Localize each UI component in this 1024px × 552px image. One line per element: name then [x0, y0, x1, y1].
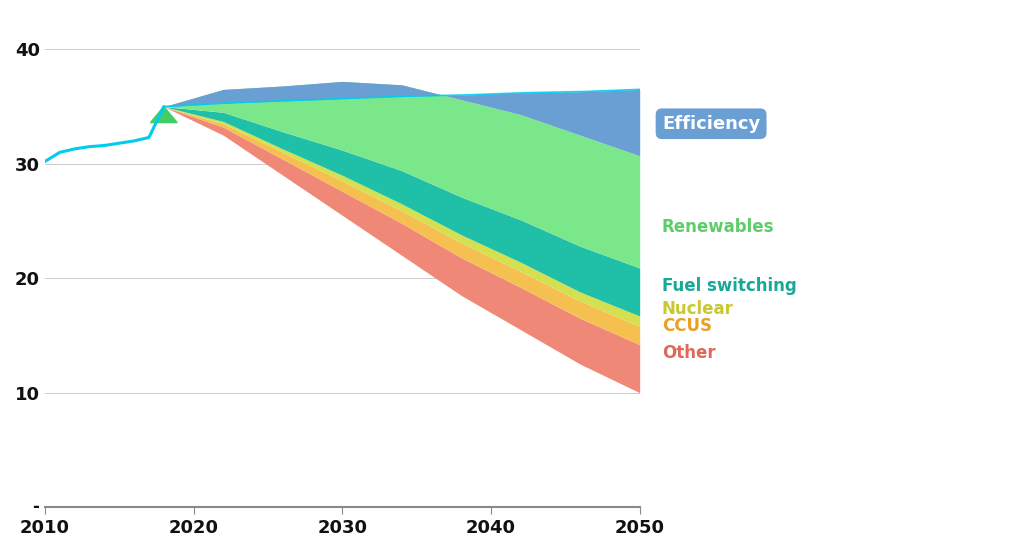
Text: Other: Other — [662, 344, 716, 362]
Text: -: - — [32, 498, 39, 516]
Polygon shape — [151, 107, 177, 123]
Text: Fuel switching: Fuel switching — [662, 277, 797, 295]
Text: Nuclear: Nuclear — [662, 300, 734, 318]
Text: Efficiency: Efficiency — [662, 115, 760, 132]
Text: CCUS: CCUS — [662, 317, 712, 336]
Text: Renewables: Renewables — [662, 217, 774, 236]
